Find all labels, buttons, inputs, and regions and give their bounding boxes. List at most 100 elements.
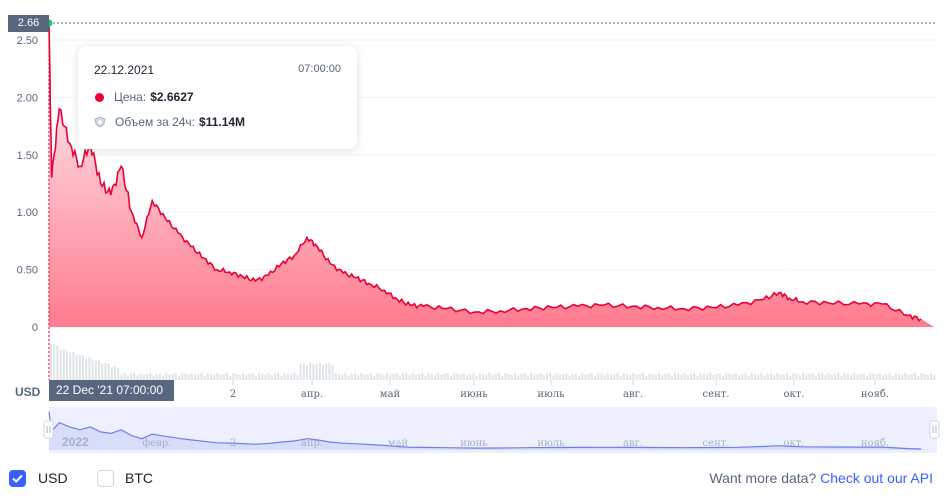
volume-bar	[776, 373, 779, 380]
volume-bar	[402, 373, 404, 380]
volume-bar	[427, 373, 430, 380]
volume-bar	[706, 374, 708, 380]
volume-bar	[181, 373, 184, 380]
volume-bar	[162, 375, 164, 380]
btc-checkbox-label[interactable]: BTC	[125, 470, 153, 486]
volume-bar	[315, 364, 318, 380]
volume-bar	[798, 375, 801, 380]
volume-bar	[632, 373, 635, 380]
btc-checkbox[interactable]	[97, 470, 114, 487]
volume-bar	[66, 351, 68, 380]
y-axis-currency: USD	[15, 385, 41, 399]
tooltip-date: 22.12.2021	[94, 63, 155, 77]
navigator-tick-label: сент.	[703, 438, 730, 449]
volume-bar	[59, 349, 62, 380]
volume-bar	[178, 375, 180, 380]
volume-bar	[728, 374, 731, 380]
navigator[interactable]: февр. 2 апр. май июнь июль авг. сент. окт. нояб. …	[43, 407, 940, 453]
x-axis-ticks: 2 апр. май июнь июль авг. сент. окт. нояб.	[230, 380, 889, 400]
volume-bar	[50, 343, 52, 380]
x-tick-label: июнь	[460, 389, 488, 400]
volume-bar	[485, 374, 488, 380]
watermark-logo: CoinMarketCap	[776, 260, 900, 282]
navigator-handle-right[interactable]	[929, 420, 940, 439]
volume-bar	[856, 374, 859, 380]
volume-bar	[587, 374, 590, 380]
price-dot-icon	[95, 92, 104, 102]
x-tick-label: май	[380, 389, 401, 400]
volume-bar	[562, 374, 564, 380]
volume-bar	[126, 375, 129, 380]
volume-bar	[498, 373, 500, 380]
volume-bar	[296, 375, 299, 380]
volume-bar	[709, 373, 712, 380]
volume-bar	[501, 375, 504, 380]
volume-bar	[229, 375, 232, 380]
volume-bar	[267, 373, 270, 380]
volume-bar	[149, 373, 152, 380]
volume-bar	[344, 373, 347, 380]
chart-tooltip: 22.12.2021 07:00:00 Цена: $2.6627 Объем …	[78, 46, 357, 149]
volume-bar	[194, 374, 196, 380]
tooltip-time: 07:00:00	[298, 63, 341, 75]
volume-bar	[805, 374, 808, 380]
volume-bar	[242, 373, 244, 380]
volume-bar	[370, 373, 372, 380]
volume-bar	[533, 374, 536, 380]
x-tick-label: 2	[230, 389, 236, 400]
volume-bar	[389, 374, 392, 380]
volume-bar	[254, 375, 257, 380]
volume-bar	[930, 373, 932, 380]
volume-bar	[923, 374, 926, 380]
volume-bar	[853, 373, 856, 380]
volume-bar	[910, 373, 913, 380]
volume-bar	[283, 373, 286, 380]
navigator-handle-left[interactable]	[43, 420, 54, 439]
volume-bar	[808, 374, 811, 380]
volume-bar	[142, 374, 145, 380]
volume-bar	[651, 373, 654, 380]
volume-bar	[398, 375, 401, 380]
volume-bar	[270, 375, 273, 380]
navigator-area	[49, 411, 934, 450]
volume-bar	[786, 373, 788, 380]
volume-bar	[354, 373, 356, 380]
volume-bar	[773, 375, 776, 380]
volume-bar	[206, 373, 209, 380]
volume-bar	[443, 373, 446, 380]
volume-bar	[536, 374, 539, 380]
volume-bar	[715, 373, 718, 380]
volume-bar	[91, 359, 94, 380]
usd-checkbox-label[interactable]: USD	[38, 470, 68, 486]
volume-bar	[702, 374, 705, 380]
volume-bar	[542, 375, 545, 380]
price-area	[49, 21, 934, 327]
volume-bar	[757, 374, 760, 380]
volume-bar	[187, 375, 190, 380]
usd-checkbox[interactable]	[9, 470, 26, 487]
volume-bar	[517, 375, 520, 380]
volume-bar	[894, 373, 897, 380]
volume-bar	[261, 374, 264, 380]
volume-bar	[718, 373, 721, 380]
volume-bar	[424, 375, 427, 380]
volume-bar	[674, 373, 676, 380]
volume-bar	[664, 373, 667, 380]
volume-bar	[578, 375, 580, 380]
volume-bar	[88, 357, 91, 380]
tooltip-volume-value: $11.14M	[199, 115, 246, 129]
volume-bar	[286, 374, 289, 380]
volume-bar	[642, 373, 644, 380]
volume-bar	[840, 375, 843, 380]
y-tick-label: 1.50	[17, 150, 38, 162]
api-link[interactable]: Check out our API	[820, 470, 933, 486]
volume-bar	[75, 355, 78, 380]
volume-bar	[654, 374, 657, 380]
volume-bar	[117, 368, 120, 380]
price-chart[interactable]: 0 0.50 1.00 1.50 2.00 2.50 2 апр. май июнь июль ав…	[0, 0, 947, 462]
volume-bar	[245, 374, 248, 380]
volume-bar	[456, 373, 459, 380]
volume-bar	[478, 373, 481, 380]
volume-bar	[414, 374, 417, 380]
x-tick-label: нояб.	[861, 389, 889, 400]
